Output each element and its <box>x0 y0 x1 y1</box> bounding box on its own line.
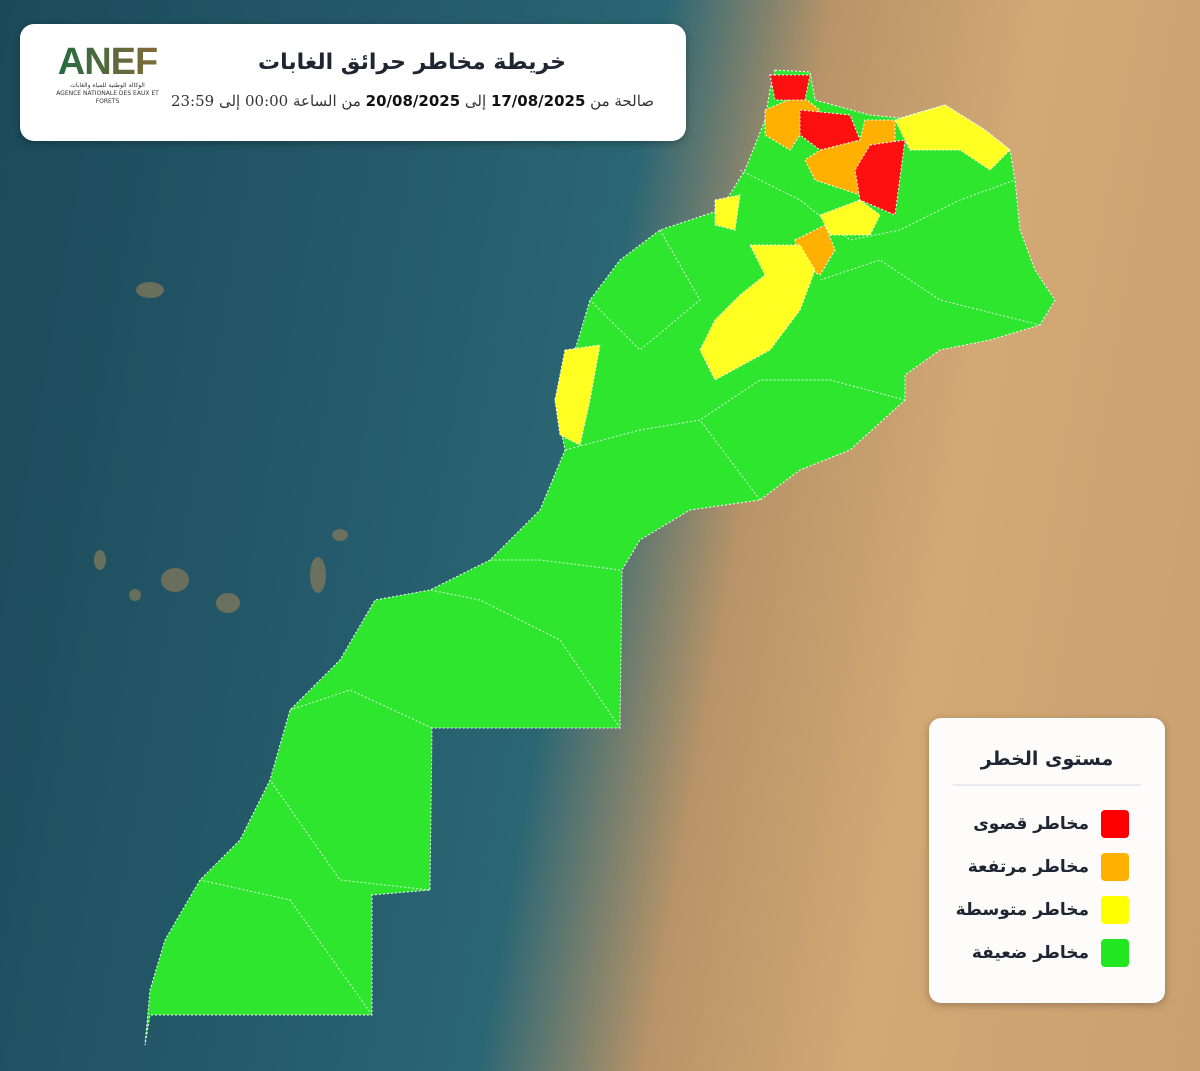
legend-item-high: مخاطر مرتفعة <box>929 845 1165 888</box>
validity-period: صالحة من 17/08/2025 إلى 20/08/2025 من ال… <box>170 92 654 110</box>
legend-item-low: مخاطر ضعيفة <box>929 931 1165 974</box>
swatch-green <box>1101 938 1129 967</box>
risk-legend: مستوى الخطر مخاطر قصوى مخاطر مرتفعة مخاط… <box>929 718 1165 1003</box>
map-header: ANEF الوكالة الوطنية للمياه والغابات AGE… <box>20 24 686 141</box>
region-extreme-risk <box>769 74 906 216</box>
divider <box>953 784 1141 786</box>
swatch-red <box>1101 809 1129 838</box>
region-medium-risk <box>554 104 1011 446</box>
legend-title: مستوى الخطر <box>980 748 1114 770</box>
swatch-orange <box>1101 852 1129 881</box>
region-low-risk <box>144 69 1056 1046</box>
region-borders <box>199 169 1041 1016</box>
anef-logo: ANEF الوكالة الوطنية للمياه والغابات AGE… <box>50 42 165 122</box>
page-title: خريطة مخاطر حرائق الغابات <box>258 50 566 75</box>
swatch-yellow <box>1101 895 1129 924</box>
legend-item-extreme: مخاطر قصوى <box>929 802 1165 845</box>
legend-item-medium: مخاطر متوسطة <box>929 888 1165 931</box>
islands <box>94 282 348 613</box>
